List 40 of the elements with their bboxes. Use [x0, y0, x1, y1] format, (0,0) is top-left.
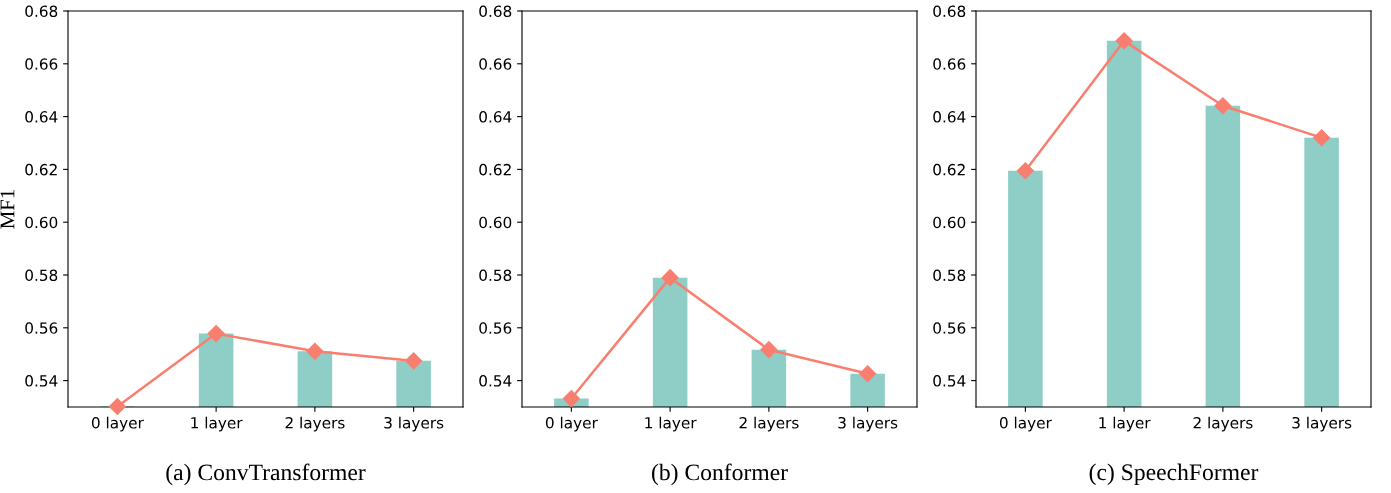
y-tick-label: 0.58	[933, 269, 966, 282]
text: (b) Conformer	[652, 463, 788, 486]
y-tick-label: 0.56	[25, 322, 58, 334]
y-tick-label: 0.60	[933, 216, 966, 229]
y-tick-label: 0.66	[25, 58, 58, 70]
y-tick-label: 0.68	[933, 5, 966, 18]
x-tick-label: 1 layer	[191, 416, 243, 432]
y-tick-label: 0.54	[25, 375, 58, 387]
x-tick-label: 1 layer	[645, 416, 697, 432]
y-tick-label: 0.64	[25, 111, 58, 123]
y-tick-label: 0.66	[479, 58, 512, 70]
x-tick-label: 2 layers	[1193, 416, 1253, 432]
y-tick-label: 0.56	[479, 322, 512, 334]
y-tick-label: 0.58	[25, 269, 58, 282]
x-tick-label: 0 layer	[545, 416, 598, 432]
x-tick-label: 2 layers	[739, 416, 799, 432]
y-tick-label: 0.60	[25, 216, 58, 229]
y-tick-label: 0.64	[479, 111, 512, 123]
text: (c) SpeechFormer	[1089, 463, 1259, 486]
x-tick-label: 3 layers	[1292, 416, 1352, 432]
x-tick-label: 0 layer	[91, 416, 144, 432]
y-axis-title: MF1	[0, 189, 15, 229]
y-tick-label: 0.62	[933, 163, 965, 176]
y-tick-label: 0.66	[933, 58, 966, 70]
y-tick-label: 0.62	[25, 163, 57, 176]
x-tick-label: 3 layers	[384, 416, 444, 432]
x-tick-label: 1 layer	[1099, 416, 1151, 432]
text: (a) ConvTransformer	[166, 463, 366, 486]
y-tick-label: 0.68	[479, 5, 512, 18]
y-tick-label: 0.54	[479, 375, 512, 387]
y-tick-label: 0.54	[933, 375, 966, 387]
y-tick-label: 0.62	[479, 163, 511, 176]
y-tick-label: 0.68	[25, 5, 58, 18]
y-tick-label: 0.56	[933, 322, 966, 334]
x-tick-label: 3 layers	[838, 416, 898, 432]
x-tick-label: 2 layers	[285, 416, 345, 432]
y-tick-label: 0.58	[479, 269, 512, 282]
x-tick-label: 0 layer	[999, 416, 1052, 432]
y-tick-label: 0.60	[479, 216, 512, 229]
y-tick-label: 0.64	[933, 111, 966, 123]
